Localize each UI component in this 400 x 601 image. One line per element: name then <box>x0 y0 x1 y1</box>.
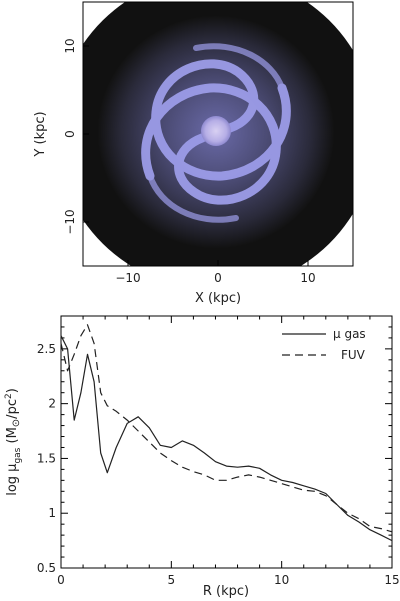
spiral-arms <box>141 43 291 223</box>
profile-y-axis-label: log μgas (M⊙/pc2) <box>4 388 23 496</box>
legend: μ gas FUV <box>282 327 366 362</box>
legend-label-mu-gas: μ gas <box>333 327 366 341</box>
profile-y-tick-label: 1.5 <box>37 451 56 465</box>
profile-y-tick-label: 2.5 <box>37 342 56 356</box>
ylabel-tail: /pc <box>5 399 20 419</box>
radial-profile-panel: 0 5 10 15 0.5 1 1.5 2 2.5 μ gas FUV R (kpc) log … <box>4 315 400 599</box>
ylabel-exp: 2 <box>4 393 14 399</box>
ylabel-units: (M <box>5 427 20 447</box>
profile-frame <box>60 315 393 569</box>
map-y-tick-label: −10 <box>63 209 77 234</box>
profile-y-tick-label: 0.5 <box>37 561 56 575</box>
galaxy-core <box>201 116 231 146</box>
ylabel-close: ) <box>5 388 20 393</box>
legend-label-fuv: FUV <box>341 348 366 362</box>
map-x-tick-label: 10 <box>300 271 315 285</box>
profile-x-axis-label: R (kpc) <box>203 584 249 599</box>
profile-x-tick-label: 15 <box>384 573 399 587</box>
profile-x-tick-label: 10 <box>274 573 289 587</box>
map-x-tick-label: −10 <box>115 271 140 285</box>
map-x-tick-label: 0 <box>214 271 222 285</box>
ylabel-sub: gas <box>13 447 23 463</box>
map-y-tick-label: 10 <box>63 38 77 53</box>
gas-map-image <box>83 2 353 266</box>
profile-x-tick-label: 5 <box>168 573 176 587</box>
ylabel-sun: ⊙ <box>11 419 22 427</box>
map-x-axis-label: X (kpc) <box>195 291 241 306</box>
ylabel-main: log μ <box>5 464 20 496</box>
profile-y-tick-label: 2 <box>48 397 56 411</box>
series-line-mu-gas <box>60 335 393 542</box>
profile-y-tick-label: 1 <box>48 506 56 520</box>
map-y-tick-label: 0 <box>63 130 77 138</box>
gas-map-panel: −10 0 10 −10 0 10 X (kpc) Y (kpc) <box>33 1 354 306</box>
profile-x-tick-label: 0 <box>57 573 65 587</box>
series-line-fuv <box>60 324 393 533</box>
map-y-axis-label: Y (kpc) <box>33 111 48 157</box>
